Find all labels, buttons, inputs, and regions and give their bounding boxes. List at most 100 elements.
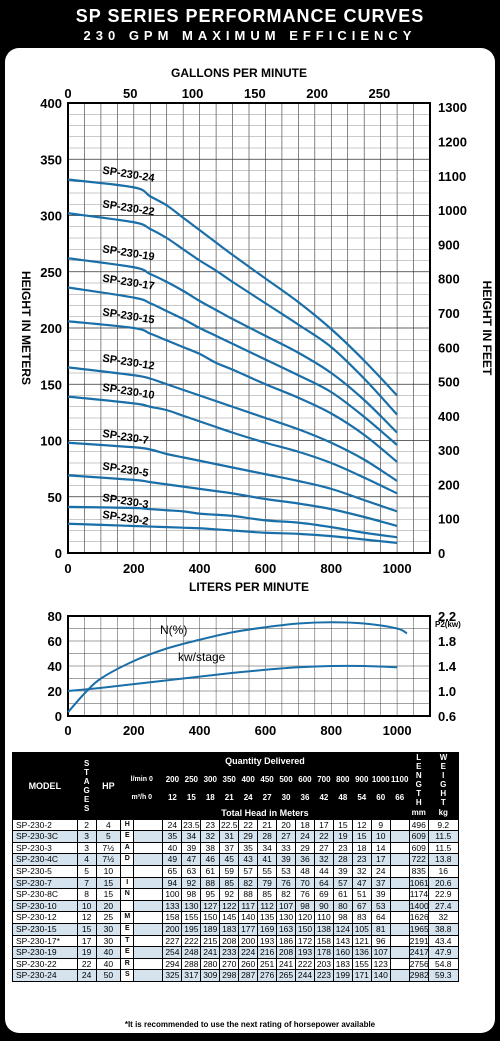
m3h-value: 48 (332, 788, 353, 809)
y-right-tick-label: 200 (438, 477, 460, 492)
head-cell: 70 (295, 876, 315, 890)
head-cell: 223 (313, 969, 334, 982)
model-cell: SP-230-3C (12, 830, 78, 843)
head-cell: 158 (162, 911, 183, 924)
head-cell: 120 (295, 911, 315, 924)
table-row: SP-230-19 19 40 E 254 248 241 233 224 216 208 193 17… (12, 946, 488, 959)
head-cell: 38 (200, 841, 221, 855)
head-cell: 107 (276, 899, 296, 913)
head-cell: 15 (351, 830, 372, 843)
y-right-tick-label: 2.2 (438, 609, 456, 624)
head-cell: 216 (257, 946, 278, 959)
head-cell: 64 (313, 876, 334, 890)
series-line (67, 621, 408, 713)
table-row: SP-230-3 3 7½ A 40 39 38 37 35 34 33 29 27 23 18 14 609 1… (12, 841, 488, 855)
hp-cell: 7½ (95, 853, 122, 866)
head-cell: 27 (276, 830, 296, 843)
y-right-tick-label: 1300 (438, 100, 467, 115)
stages-cell: 3 (76, 841, 97, 855)
head-cell: 57 (332, 876, 353, 890)
stages-cell: 8 (76, 888, 97, 901)
table-row: SP-230-3C 3 5 E 35 34 32 31 29 28 27 24 22 19 15 10 609 1… (12, 830, 488, 843)
zero-flow-cell (133, 946, 164, 959)
m3h-value: 60 (370, 788, 391, 809)
head-cell: 95 (200, 888, 221, 901)
head-cell: 28 (332, 853, 353, 866)
x-axis-title: LITERS PER MINUTE (189, 580, 309, 594)
lmin-value: 200 (162, 770, 183, 790)
table-row: SP-230-15 15 30 E 200 195 189 183 177 169 163 150 13… (12, 922, 488, 936)
head-cell: 29 (238, 830, 259, 843)
head-cell: 37 (370, 876, 391, 890)
head-cell: 195 (181, 922, 202, 936)
lmin-value: 600 (295, 770, 315, 790)
head-cell: 172 (295, 934, 315, 948)
head-cell: 12 (351, 818, 372, 832)
head-cell (389, 876, 410, 890)
head-cell: 260 (238, 957, 259, 971)
y-right-axis-title: P2(kw) (435, 620, 461, 629)
y-tick-label: 300 (40, 209, 62, 224)
head-cell: 254 (162, 946, 183, 959)
weight-cell: 54.8 (427, 957, 459, 971)
head-cell: 17 (370, 853, 391, 866)
head-cell: 145 (219, 911, 240, 924)
head-cell: 309 (200, 969, 221, 982)
head-cell: 80 (332, 899, 353, 913)
head-cell: 81 (370, 922, 391, 936)
head-cell: 122 (219, 899, 240, 913)
col-hp: HP (95, 752, 122, 820)
m3h-value: 21 (219, 788, 240, 809)
head-in-meters-letter: M (120, 911, 135, 924)
head-cell: 20 (276, 818, 296, 832)
lmin-value: 300 (200, 770, 221, 790)
head-cell: 23 (200, 818, 221, 832)
head-cell (389, 864, 410, 878)
head-cell: 43 (238, 853, 259, 866)
series-line (67, 320, 398, 463)
model-cell: SP-230-22 (12, 957, 78, 971)
zero-flow-cell (133, 888, 164, 901)
head-cell (389, 888, 410, 901)
head-cell: 76 (295, 888, 315, 901)
annotation-kw-stage: kw/stage (178, 650, 226, 664)
series-line (67, 664, 398, 692)
x-tick-label: 600 (255, 723, 277, 738)
head-cell: 59 (219, 864, 240, 878)
head-cell: 23.5 (181, 818, 202, 832)
series-line (67, 366, 398, 482)
model-cell: SP-230-24 (12, 969, 78, 982)
series-line (67, 257, 398, 434)
head-cell: 233 (219, 946, 240, 959)
footnote: *It is recommended to use the next ratin… (124, 1020, 376, 1029)
head-cell: 183 (332, 957, 353, 971)
head-cell: 23 (332, 841, 353, 855)
x-top-tick-label: 50 (123, 86, 137, 101)
vertical-header-text: STAGES (83, 758, 90, 813)
head-cell: 241 (200, 946, 221, 959)
table-row: SP-230-2 2 4 H 24 23.5 23 22.5 22 21 20 18 17 15 12 9 49… (12, 818, 488, 832)
plot-frame (67, 615, 431, 717)
head-cell: 130 (181, 899, 202, 913)
head-cell: 57 (238, 864, 259, 878)
y-tick-label: 200 (40, 321, 62, 336)
head-cell: 39 (181, 841, 202, 855)
head-cell: 121 (351, 934, 372, 948)
lmin-value: 250 (181, 770, 202, 790)
x-top-tick-label: 0 (64, 86, 71, 101)
head-cell: 33 (276, 841, 296, 855)
head-cell: 49 (162, 853, 183, 866)
table-row: SP-230-22 22 40 R 294 288 280 270 260 251 241 222 20… (12, 957, 488, 971)
stages-cell: 24 (76, 969, 97, 982)
length-cell: 1626 (408, 911, 429, 924)
hp-cell: 40 (95, 946, 122, 959)
lmin-value: 900 (351, 770, 372, 790)
lmin-value: 1000 (370, 770, 391, 790)
hp-cell: 25 (95, 911, 122, 924)
head-cell: 28 (257, 830, 278, 843)
y-tick-label: 400 (40, 96, 62, 111)
zero-flow-cell (133, 818, 164, 832)
head-cell (389, 830, 410, 843)
head-cell: 10 (370, 830, 391, 843)
table-row: SP-230-10 10 20 133 130 127 122 117 112 107 98 90 80… (12, 899, 488, 913)
